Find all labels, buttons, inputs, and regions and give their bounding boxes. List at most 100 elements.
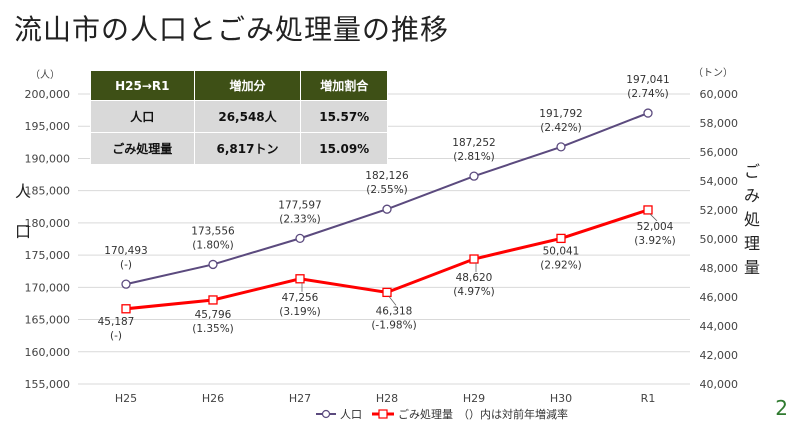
legend-marker-population [321,409,331,419]
y-axis-title-right-char: み [744,186,760,205]
y-tick-left: 200,000 [25,88,71,101]
population-point [556,142,566,152]
population-point [643,108,653,118]
y-unit-left: （人） [30,69,60,81]
waste-label-leader [649,213,658,222]
y-tick-right: 54,000 [700,175,739,188]
y-tick-right: 50,000 [700,233,739,246]
x-tick-label: H29 [463,392,485,405]
population-rate-label: (2.42%) [540,122,582,134]
waste-rate-label: (3.19%) [279,306,321,318]
summary-cell: 人口 [90,100,195,133]
population-rate-label: (2.74%) [627,88,669,100]
population-point [382,204,392,214]
summary-table: H25→R1 増加分 増加割合 人口 26,548人 15.57% ごみ処理量 … [90,70,388,165]
waste-point [208,295,218,305]
x-tick-label: R1 [641,392,656,405]
legend-label-population: 人口 [340,408,362,421]
waste-point [121,304,131,314]
waste-rate-label: (1.35%) [192,323,234,335]
waste-value-label: 45,796 [195,309,232,321]
waste-value-label: 52,004 [637,221,674,233]
y-tick-right: 48,000 [700,262,739,275]
population-rate-label: (2.33%) [279,213,321,225]
page-title: 流山市の人口とごみ処理量の推移 [14,13,450,46]
y-tick-right: 60,000 [700,88,739,101]
y-tick-left: 165,000 [25,314,71,327]
population-rate-label: (2.81%) [453,151,495,163]
y-tick-right: 52,000 [700,204,739,217]
population-value-label: 177,597 [278,199,321,211]
population-rate-label: (-) [120,259,132,271]
waste-value-label: 47,256 [282,292,319,304]
y-tick-left: 180,000 [25,217,71,230]
summary-header-increase: 増加分 [193,70,302,101]
y-tick-right: 42,000 [700,349,739,362]
summary-header-row: H25→R1 増加分 増加割合 [90,70,388,101]
summary-row-population: 人口 26,548人 15.57% [90,100,388,133]
waste-point [556,233,566,244]
legend-label-waste: ごみ処理量 [398,407,453,421]
y-tick-left: 160,000 [25,346,71,359]
waste-point [382,287,392,298]
waste-rate-label: (4.97%) [453,286,495,298]
waste-rate-label: (3.92%) [634,235,676,247]
y-axis-title-right-char: 量 [744,258,760,277]
population-point [295,233,305,244]
waste-rate-label: (2.92%) [540,259,582,271]
population-value-label: 182,126 [365,170,409,182]
y-tick-left: 170,000 [25,281,71,294]
population-point [121,279,131,289]
population-rate-label: (1.80%) [192,239,234,251]
page-number: 2 [775,396,788,420]
summary-header-rate: 増加割合 [300,70,388,101]
waste-point [295,274,305,284]
y-tick-right: 46,000 [700,291,739,304]
waste-value-label: 46,318 [376,305,413,317]
y-tick-right: 40,000 [700,378,739,391]
y-unit-right: （トン） [693,67,733,79]
x-tick-label: H25 [115,392,137,405]
summary-cell: 26,548人 [193,100,302,133]
waste-rate-label: (-1.98%) [371,319,416,331]
population-value-label: 197,041 [626,74,669,86]
y-tick-left: 195,000 [25,120,71,133]
y-axis-title-left-char: 人 [15,182,31,201]
y-tick-right: 58,000 [700,117,739,130]
population-value-label: 191,792 [539,108,582,120]
population-value-label: 173,556 [191,225,235,237]
y-tick-left: 190,000 [25,152,71,165]
y-axis-title-left-char: 口 [15,222,31,241]
waste-point [643,205,653,215]
population-value-label: 170,493 [104,245,147,257]
summary-header-period: H25→R1 [90,70,195,101]
y-tick-left: 185,000 [25,185,71,198]
legend-note: （）内は対前年増減率 [458,407,568,421]
population-point [208,259,218,270]
waste-label-leader [388,296,397,306]
y-axis-title-right-char: 処 [744,210,760,229]
summary-row-waste: ごみ処理量 6,817トン 15.09% [90,132,388,165]
legend-marker-waste [378,409,388,419]
x-tick-label: H28 [376,392,398,405]
y-tick-left: 155,000 [25,378,71,391]
y-tick-right: 56,000 [700,146,739,159]
population-point [469,171,479,181]
waste-rate-label: (-) [110,330,122,342]
x-tick-label: H26 [202,392,224,405]
population-value-label: 187,252 [452,137,495,149]
summary-cell: ごみ処理量 [90,132,195,165]
y-tick-left: 175,000 [25,249,71,262]
summary-cell: 15.57% [300,100,388,133]
waste-value-label: 48,620 [456,272,493,284]
y-axis-title-right-char: ご [744,162,760,181]
waste-value-label: 50,041 [543,245,580,257]
y-tick-right: 44,000 [700,320,739,333]
x-tick-label: H30 [550,392,572,405]
waste-point [469,254,479,264]
x-tick-label: H27 [289,392,311,405]
population-rate-label: (2.55%) [366,184,408,196]
summary-cell: 15.09% [300,132,388,165]
waste-value-label: 45,187 [98,316,135,328]
